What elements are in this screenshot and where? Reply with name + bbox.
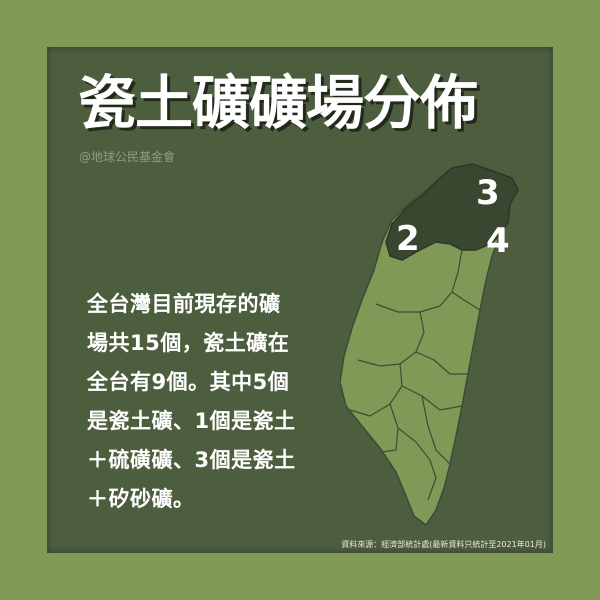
paragraph-line: 全台有9個。其中5個 — [87, 370, 290, 394]
paragraph-line: ＋矽砂礦。 — [87, 487, 195, 511]
map-label: 4 — [486, 221, 510, 261]
page-title: 瓷土礦礦場分佈 — [78, 69, 478, 137]
map-label: 2 — [396, 219, 420, 259]
taiwan-map: 3 2 4 — [340, 163, 519, 527]
paragraph-line: 場共15個，瓷土礦在 — [87, 331, 290, 355]
paragraph-line: ＋硫磺礦、3個是瓷土 — [87, 448, 296, 472]
paragraph-line: 是瓷土礦、1個是瓷土 — [87, 409, 296, 433]
data-source-note: 資料來源：經濟部統計處(最新資料只統計至2021年01月) — [341, 540, 546, 549]
description-paragraph: 全台灣目前現存的礦 場共15個，瓷土礦在 全台有9個。其中5個 是瓷土礦、1個是… — [87, 285, 327, 519]
highlighted-mining-region — [385, 163, 519, 261]
region-borders — [349, 179, 481, 501]
credit-handle: @地球公民基金會 — [79, 150, 176, 164]
map-label: 3 — [476, 173, 500, 213]
paragraph-line: 全台灣目前現存的礦 — [87, 292, 281, 316]
